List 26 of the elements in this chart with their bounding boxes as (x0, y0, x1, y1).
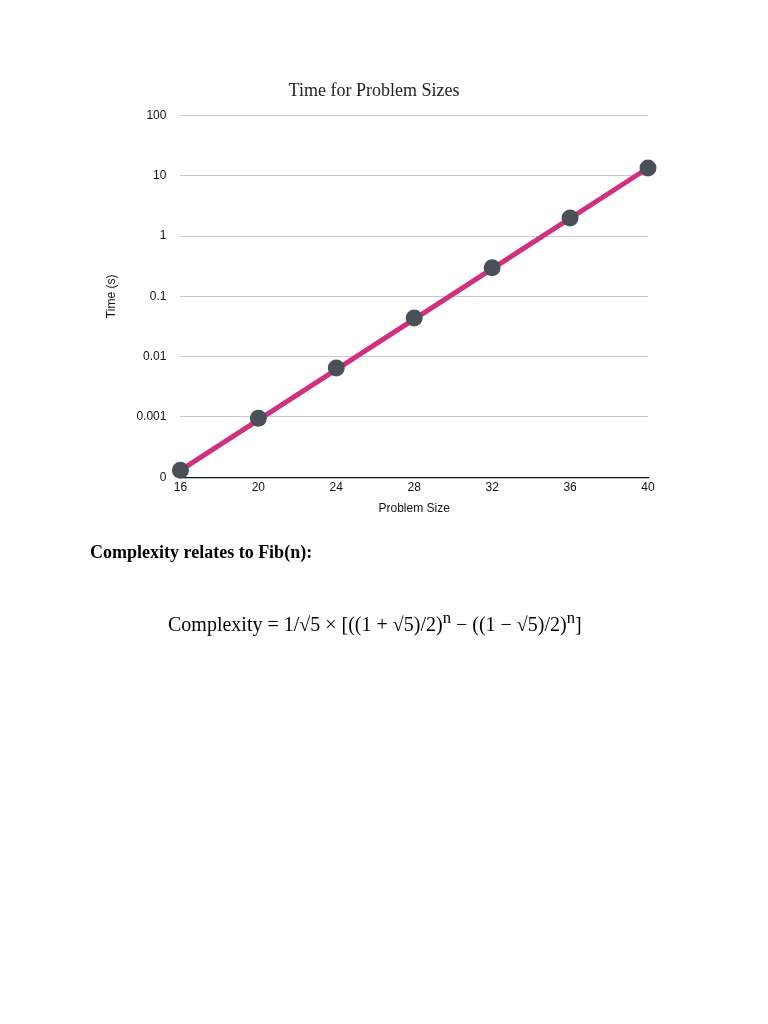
x-tick-label: 32 (485, 479, 500, 494)
point (405, 309, 423, 327)
y-tick-label: 100 (146, 107, 167, 122)
x-tick-label: 28 (407, 479, 422, 494)
point (639, 159, 657, 177)
point (327, 359, 345, 377)
x-axis-title: Problem Size (378, 501, 451, 516)
y-tick-label: 0.1 (149, 288, 167, 303)
x-tick-label: 40 (641, 479, 655, 494)
y-tick-label: 0 (159, 469, 167, 484)
text: Complexity relates to Fib(n): (90, 542, 313, 563)
y-tick-label: 1 (159, 228, 167, 243)
point (561, 209, 579, 227)
y-axis-title: Time (s) (103, 274, 118, 319)
y-tick-label: 10 (153, 168, 167, 183)
point (249, 409, 267, 427)
chart-title: Time for Problem Sizes (288, 79, 460, 100)
x-tick-label: 36 (563, 479, 578, 494)
x-tick-label: 16 (173, 479, 188, 494)
x-tick-label: 24 (329, 479, 344, 494)
text: Complexity = 1/√5 × [((1 + √5)/2)$^{n}$ − ((1 − √5)/2)$^{n}$] (168, 608, 582, 636)
y-tick-label: 0.01 (143, 348, 167, 363)
point (483, 259, 501, 277)
y-tick-label: 0.001 (136, 409, 167, 424)
x-tick-label: 20 (251, 479, 266, 494)
point (171, 461, 189, 479)
